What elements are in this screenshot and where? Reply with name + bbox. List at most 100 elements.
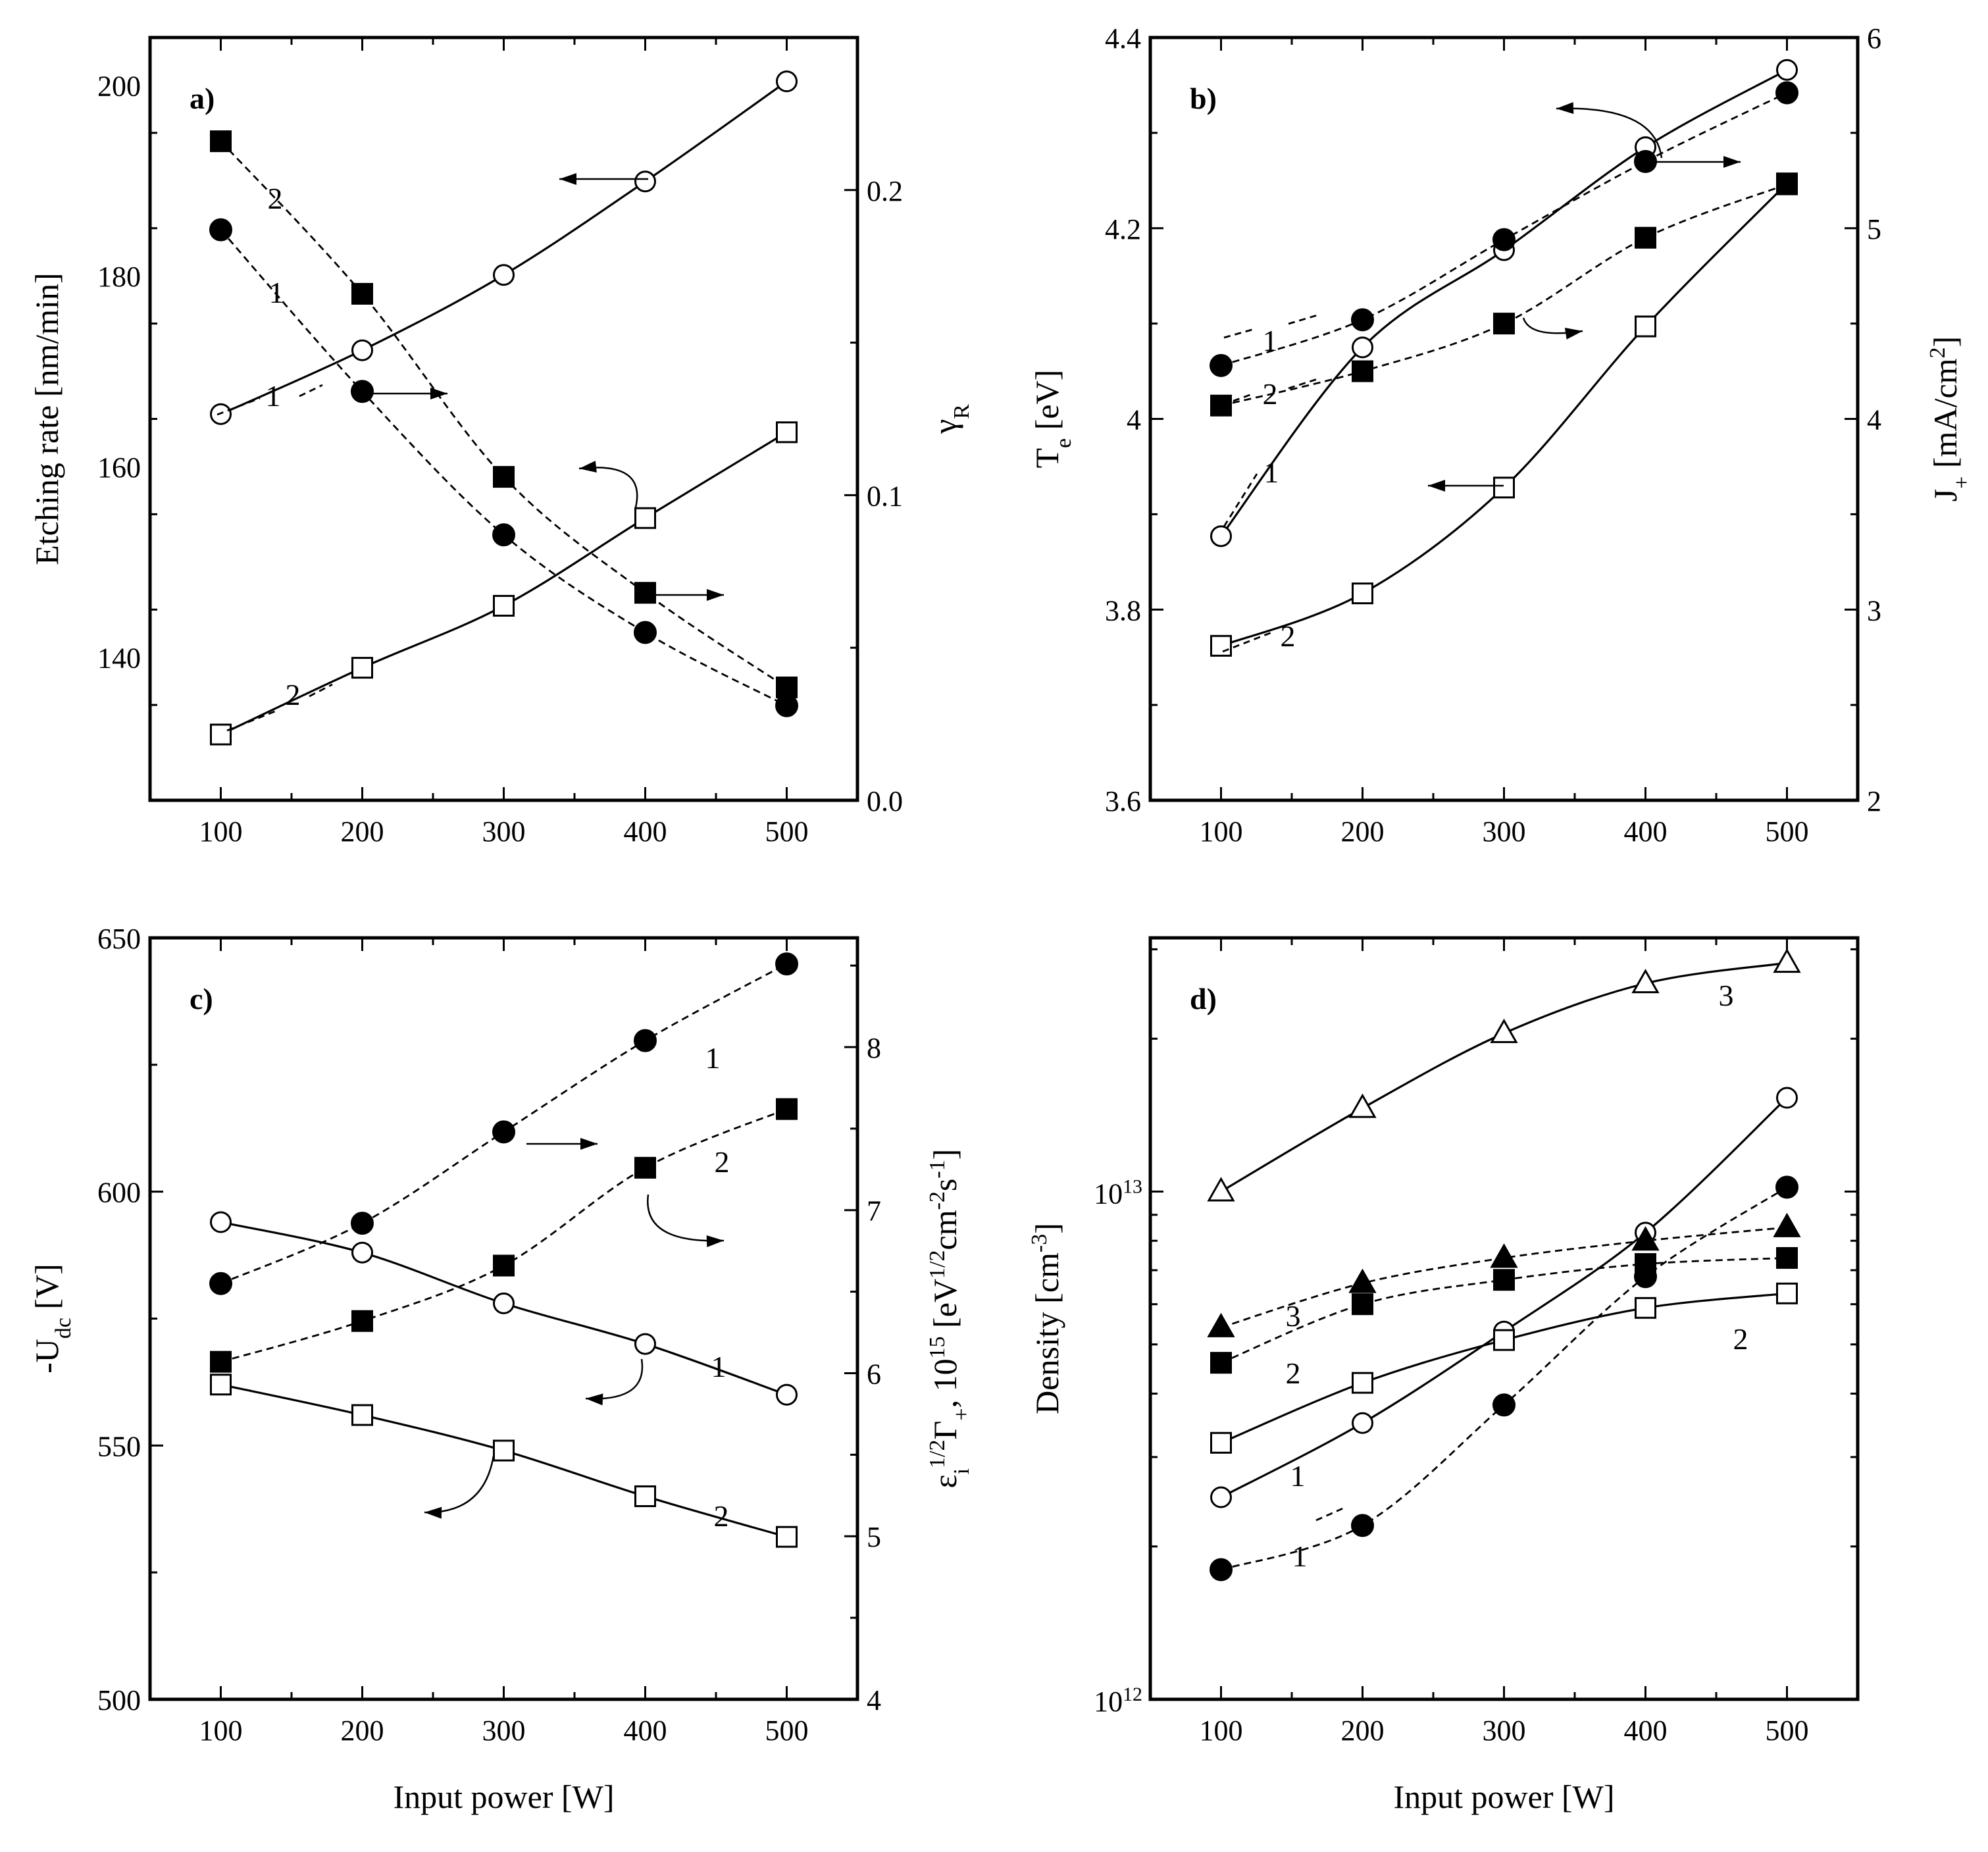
x-tick-label: 400 — [1624, 1714, 1668, 1747]
data-point — [351, 1404, 373, 1426]
label-leader — [1223, 328, 1255, 339]
data-point — [1351, 308, 1374, 332]
data-point — [1492, 1393, 1516, 1417]
series-line — [1220, 68, 1788, 537]
data-point — [209, 1272, 232, 1295]
label-leader — [309, 683, 333, 698]
label-leader — [1288, 377, 1320, 390]
y2-tick-label: 0.1 — [867, 480, 903, 512]
data-point — [1634, 1265, 1657, 1289]
arrow-right-axis — [1522, 317, 1583, 340]
data-point — [1776, 1087, 1798, 1109]
y-tick-label: 4.4 — [1105, 22, 1141, 55]
x-tick-label: 500 — [1766, 1714, 1809, 1747]
data-point — [634, 1485, 656, 1507]
data-point — [351, 1212, 374, 1235]
y-tick-label: 180 — [97, 261, 141, 293]
x-tick-label: 200 — [1341, 1714, 1385, 1747]
series-line — [1220, 962, 1787, 1193]
series-line — [1221, 183, 1787, 407]
y-tick-label: 3.8 — [1105, 594, 1141, 627]
y-axis-label: Density [cm-3] — [1027, 1223, 1066, 1414]
data-point — [1210, 353, 1233, 377]
data-point — [1493, 1269, 1515, 1291]
y-tick-label: 140 — [97, 642, 141, 675]
series-circle-open-1 — [210, 70, 798, 425]
x-tick-label: 300 — [482, 1714, 526, 1747]
y-tick-label: 600 — [97, 1177, 141, 1209]
x-tick-label: 400 — [624, 815, 667, 848]
series-line — [220, 140, 788, 688]
y-axis-label: Te [eV] — [1029, 370, 1076, 469]
data-point — [1631, 969, 1660, 994]
data-point — [634, 582, 656, 604]
panel-label: a) — [190, 82, 215, 115]
plot-frame — [1148, 36, 1860, 802]
arrow-left-axis — [424, 1455, 495, 1519]
y-tick-label: 1012 — [1094, 1684, 1142, 1718]
series-line — [220, 80, 788, 415]
data-point — [775, 694, 798, 717]
x-tick-label: 500 — [765, 1714, 809, 1747]
x-tick-label: 100 — [1200, 1714, 1243, 1747]
data-point — [1635, 315, 1656, 338]
series-square-filled-2 — [1210, 173, 1798, 417]
data-point — [351, 380, 374, 403]
data-point — [1635, 226, 1656, 249]
data-point — [634, 1029, 657, 1052]
series-square-filled-2 — [210, 1098, 798, 1373]
data-point — [1207, 1312, 1235, 1337]
data-point — [493, 594, 515, 617]
data-point — [351, 1241, 373, 1264]
series-circle-filled-1 — [1210, 81, 1798, 377]
curve-label: 2 — [1286, 1356, 1301, 1390]
curve-label: 1 — [1290, 1459, 1306, 1493]
y2-tick-label: 0.2 — [867, 175, 903, 207]
x-tick-label: 300 — [1483, 1714, 1526, 1747]
y2-tick-label: 3 — [1867, 594, 1881, 627]
arrow-left-axis — [578, 461, 638, 511]
y2-axis-label: γR — [927, 404, 974, 434]
x-tick-label: 100 — [199, 1714, 243, 1747]
series-triangle-filled-3 — [1207, 1212, 1801, 1337]
arrow-right-axis — [648, 589, 724, 601]
series-square-open-2 — [1210, 1282, 1798, 1454]
data-point — [1776, 1247, 1798, 1269]
y2-tick-label: 2 — [1867, 785, 1881, 817]
x-tick-label: 500 — [765, 815, 809, 848]
y-tick-label: 650 — [97, 923, 141, 955]
y2-tick-label: 6 — [867, 1358, 881, 1390]
data-point — [1635, 1297, 1656, 1319]
curve-label: 3 — [1719, 979, 1734, 1012]
arrow-left-axis — [1428, 480, 1504, 492]
data-point — [634, 1156, 656, 1179]
data-point — [351, 339, 373, 361]
data-point — [1776, 59, 1798, 81]
label-leader — [299, 384, 323, 398]
data-point — [1775, 81, 1798, 105]
data-point — [776, 676, 798, 698]
data-point — [1210, 634, 1232, 657]
data-point — [634, 621, 657, 644]
y2-tick-label: 4 — [1867, 404, 1881, 436]
curve-label: 1 — [711, 1350, 726, 1383]
data-point — [1348, 1093, 1377, 1118]
data-point — [1352, 336, 1373, 359]
label-leader — [1315, 1506, 1346, 1522]
data-point — [776, 421, 798, 444]
y-tick-label: 160 — [97, 451, 141, 484]
series-line — [1220, 1292, 1787, 1444]
data-point — [1773, 948, 1801, 973]
curve-label: 2 — [268, 182, 283, 215]
data-point — [210, 1350, 232, 1373]
x-tick-label: 400 — [1624, 815, 1668, 848]
panel-label: d) — [1190, 982, 1217, 1016]
curve-label: 1 — [269, 276, 284, 309]
label-leader — [1222, 630, 1274, 653]
series-circle-open-1 — [1210, 59, 1798, 548]
data-point — [1493, 476, 1515, 499]
data-point — [493, 466, 515, 488]
arrow-right-axis — [526, 1138, 598, 1150]
data-point — [1776, 173, 1798, 195]
